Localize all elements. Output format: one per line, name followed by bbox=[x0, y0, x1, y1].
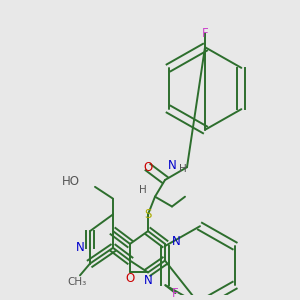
Text: F: F bbox=[202, 27, 208, 40]
Text: O: O bbox=[125, 272, 135, 285]
Text: S: S bbox=[144, 208, 152, 221]
Text: N: N bbox=[144, 274, 152, 287]
Text: N: N bbox=[168, 159, 176, 172]
Text: F: F bbox=[172, 286, 179, 300]
Text: H: H bbox=[179, 164, 187, 174]
Text: N: N bbox=[172, 236, 180, 248]
Text: O: O bbox=[143, 161, 153, 174]
Text: CH₃: CH₃ bbox=[68, 277, 87, 287]
Text: HO: HO bbox=[62, 176, 80, 188]
Text: N: N bbox=[76, 241, 84, 254]
Text: H: H bbox=[139, 185, 147, 195]
